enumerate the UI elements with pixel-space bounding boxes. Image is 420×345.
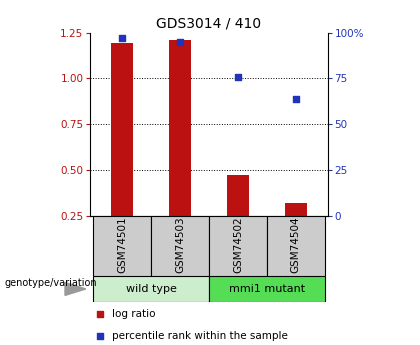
Text: GSM74503: GSM74503 — [175, 216, 185, 273]
Bar — [267, 216, 325, 276]
Bar — [227, 175, 249, 216]
Bar — [93, 216, 151, 276]
Point — [234, 74, 241, 79]
Text: GSM74504: GSM74504 — [291, 216, 301, 273]
Point — [97, 333, 103, 338]
Text: mmi1 mutant: mmi1 mutant — [229, 284, 305, 294]
Point — [292, 96, 299, 101]
Bar — [111, 43, 133, 216]
Text: genotype/variation: genotype/variation — [4, 278, 97, 288]
Point — [119, 36, 126, 41]
Polygon shape — [65, 283, 86, 295]
Bar — [151, 216, 209, 276]
Point — [177, 39, 184, 45]
Bar — [93, 276, 209, 302]
Bar — [209, 276, 325, 302]
Bar — [169, 40, 191, 216]
Point — [97, 312, 103, 317]
Text: percentile rank within the sample: percentile rank within the sample — [112, 331, 288, 341]
Text: wild type: wild type — [126, 284, 176, 294]
Bar — [285, 203, 307, 216]
Text: GSM74501: GSM74501 — [117, 216, 127, 273]
Title: GDS3014 / 410: GDS3014 / 410 — [156, 16, 262, 30]
Text: GSM74502: GSM74502 — [233, 216, 243, 273]
Bar — [209, 216, 267, 276]
Text: log ratio: log ratio — [112, 309, 155, 319]
